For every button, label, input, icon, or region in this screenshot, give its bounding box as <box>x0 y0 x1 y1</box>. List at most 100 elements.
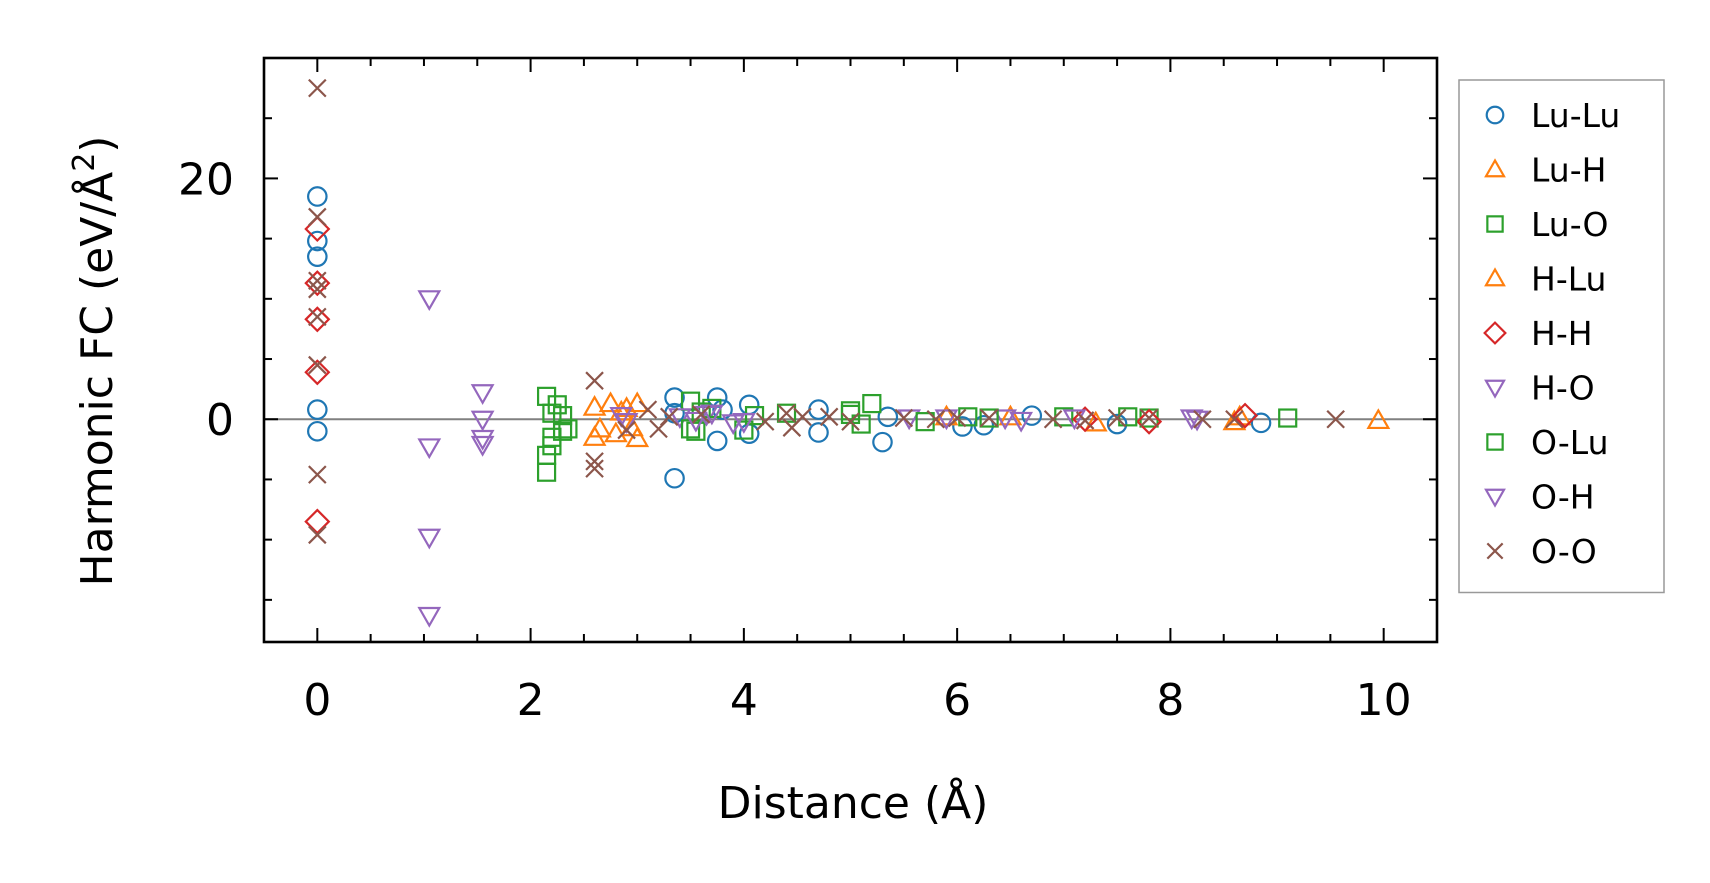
data-point <box>862 393 882 414</box>
legend-label: O-O <box>1531 532 1597 571</box>
data-point <box>1062 409 1087 431</box>
legend-item-o-h: O-H <box>1484 478 1595 517</box>
data-point <box>536 445 557 465</box>
legend-item-lu-lu: Lu-Lu <box>1485 96 1620 135</box>
data-point <box>552 421 573 441</box>
data-point <box>470 384 495 405</box>
data-point <box>308 207 327 227</box>
series-h-h <box>304 215 1259 535</box>
series-o-h <box>614 404 1209 434</box>
data-point <box>1075 411 1095 430</box>
data-point <box>417 606 442 628</box>
data-point <box>308 525 327 545</box>
data-point <box>1083 410 1108 432</box>
x-tick-label: 2 <box>517 675 545 726</box>
y-tick-label: 20 <box>178 154 234 205</box>
data-point <box>819 407 839 427</box>
data-point <box>604 421 628 443</box>
data-point <box>664 467 685 489</box>
data-point <box>979 408 999 428</box>
data-point <box>542 436 562 456</box>
data-point <box>755 412 775 431</box>
series-o-lu <box>542 398 1138 456</box>
data-point <box>721 414 746 436</box>
data-point <box>304 359 331 386</box>
legend-marker <box>1483 321 1507 345</box>
legend-label: Lu-H <box>1531 151 1606 190</box>
legend-marker <box>1486 215 1504 233</box>
data-point <box>585 452 604 471</box>
data-point <box>1326 409 1345 429</box>
legend-label: H-H <box>1531 314 1593 353</box>
data-point <box>617 420 636 440</box>
data-point <box>1366 408 1391 430</box>
data-point <box>993 409 1018 431</box>
data-point <box>304 508 331 535</box>
data-point <box>625 391 650 413</box>
data-point <box>706 430 728 452</box>
x-tick-label: 4 <box>730 675 758 726</box>
data-point <box>659 407 679 427</box>
data-point <box>558 419 578 439</box>
data-point <box>1043 409 1063 429</box>
data-point <box>808 399 829 420</box>
y-axis-title-main: Harmonic FC (eV/Å <box>70 172 123 587</box>
data-point <box>934 404 959 426</box>
data-point <box>308 355 327 375</box>
data-point <box>307 230 328 252</box>
data-point <box>308 78 327 98</box>
data-point <box>738 394 760 416</box>
data-point <box>877 406 899 428</box>
legend-label: H-O <box>1531 369 1595 408</box>
data-point <box>699 404 724 426</box>
legend-label: Lu-O <box>1531 205 1609 244</box>
data-point <box>625 426 650 448</box>
x-axis-title: Distance (Å) <box>718 776 989 829</box>
data-point <box>712 399 733 420</box>
data-point <box>307 420 328 442</box>
x-tick-label: 0 <box>303 675 331 726</box>
plot-area <box>264 78 1437 628</box>
data-point <box>841 412 860 431</box>
data-point <box>1021 405 1043 426</box>
series-h-o <box>417 290 1204 628</box>
data-point <box>598 391 623 413</box>
data-point <box>609 399 634 421</box>
data-point <box>1139 408 1159 428</box>
legend-marker <box>1484 158 1506 178</box>
data-point <box>417 438 442 460</box>
legend-marker <box>1486 433 1504 451</box>
data-point <box>638 400 658 419</box>
legend-item-h-o: H-O <box>1484 369 1595 408</box>
x-tick-label: 10 <box>1356 675 1412 726</box>
x-tick-label: 6 <box>943 675 971 726</box>
legend-marker <box>1484 488 1506 508</box>
legend-label: O-H <box>1531 478 1595 517</box>
data-point <box>808 422 829 443</box>
legend-label: O-Lu <box>1531 423 1609 462</box>
y-axis-title: Harmonic FC (eV/Å2) <box>67 136 123 587</box>
data-point <box>1072 406 1099 433</box>
data-point <box>609 407 634 428</box>
legend-marker <box>1485 105 1505 125</box>
data-point <box>1231 402 1259 429</box>
data-point <box>547 395 567 415</box>
legend: Lu-Lu Lu-H Lu-O H-Lu H-H H-O O-Lu O-H O-O <box>1458 79 1665 594</box>
legend-label: Lu-Lu <box>1531 96 1620 135</box>
data-point <box>308 307 327 327</box>
data-point <box>998 404 1023 426</box>
data-point <box>536 462 557 482</box>
data-point <box>585 371 604 390</box>
data-point <box>793 407 812 427</box>
axes: 0 2 4 6 8 10 0 20 <box>178 56 1439 726</box>
data-point <box>588 416 612 438</box>
data-point <box>1193 409 1212 429</box>
legend-item-h-lu: H-Lu <box>1484 260 1606 299</box>
data-point <box>308 271 327 291</box>
y-tick-label: 0 <box>206 395 234 446</box>
series-lu-lu <box>307 186 1272 489</box>
data-point <box>582 394 607 416</box>
data-point <box>894 408 914 428</box>
data-point <box>1009 411 1034 433</box>
